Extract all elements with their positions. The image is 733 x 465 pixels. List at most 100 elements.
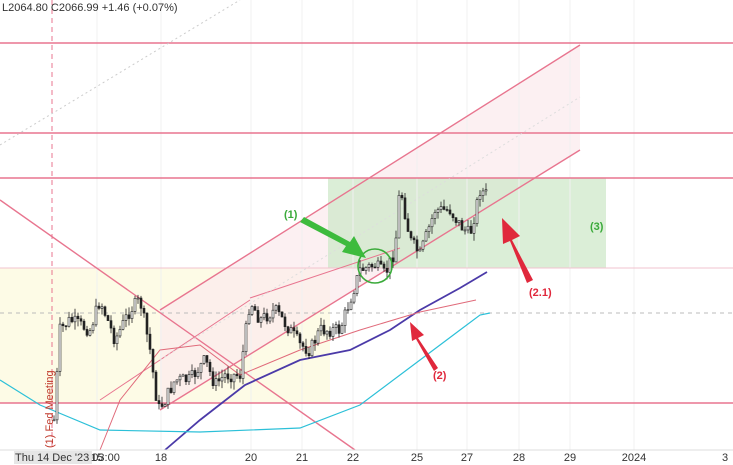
levels xyxy=(0,42,733,404)
candle-body xyxy=(427,226,431,232)
candle-body xyxy=(154,371,158,401)
candle-body xyxy=(424,231,428,242)
candle-body xyxy=(70,316,74,323)
ma-long xyxy=(0,312,491,433)
candle-body xyxy=(115,335,119,345)
candle-body xyxy=(178,375,182,381)
candle-body xyxy=(406,218,410,232)
candle-body xyxy=(445,209,449,211)
candle-body xyxy=(142,308,146,314)
candle-body xyxy=(307,353,311,357)
candle-body xyxy=(208,361,212,372)
candle-body xyxy=(340,325,344,334)
candle-body xyxy=(301,342,305,347)
candle-body xyxy=(409,231,413,239)
candle-body xyxy=(370,264,374,268)
candle-body xyxy=(52,419,56,422)
candle-body xyxy=(82,320,86,330)
candle-body xyxy=(94,305,98,326)
candle-body xyxy=(229,378,233,383)
candle-body xyxy=(160,403,164,407)
candle-body xyxy=(253,306,257,311)
candle-body xyxy=(442,206,446,210)
x-tick-label: 21 xyxy=(296,452,308,464)
candle-body xyxy=(352,293,356,303)
candle-body xyxy=(133,298,137,312)
candle-body xyxy=(337,324,341,334)
x-tick-label: 22 xyxy=(347,452,359,464)
candle-body xyxy=(304,346,308,354)
candle-body xyxy=(265,313,269,322)
x-tick-label: 2024 xyxy=(622,452,646,464)
candle-body xyxy=(439,206,443,210)
candle-body xyxy=(289,327,293,334)
candle-body xyxy=(403,197,407,220)
candle-body xyxy=(172,381,176,393)
candle-body xyxy=(187,374,191,383)
candle-body xyxy=(292,327,296,332)
x-tick-label: 28 xyxy=(513,452,525,464)
candle-body xyxy=(169,387,173,393)
candle-body xyxy=(475,199,479,224)
candle-body xyxy=(223,373,227,378)
grid xyxy=(96,0,635,450)
candle-body xyxy=(121,320,125,330)
candle-body xyxy=(382,263,386,269)
annotation: (3) xyxy=(590,221,604,233)
candle-body xyxy=(295,330,299,335)
candle-body xyxy=(58,323,62,372)
candle-body xyxy=(217,378,221,382)
candle-body xyxy=(139,297,143,309)
candle-body xyxy=(127,314,131,319)
x-tick-label: 20 xyxy=(245,452,257,464)
candle-body xyxy=(100,306,104,309)
trendlines xyxy=(0,44,581,451)
candle-body xyxy=(181,374,185,377)
candle-body xyxy=(343,309,347,326)
x-tick-label: 25 xyxy=(411,452,423,464)
arrow-green xyxy=(300,217,366,258)
candle-body xyxy=(157,400,161,405)
candle-body xyxy=(193,370,197,377)
candle-body xyxy=(235,373,239,377)
candle-body xyxy=(316,330,320,344)
candle-body xyxy=(124,314,128,321)
annotation: (1) xyxy=(284,209,298,221)
candle-body xyxy=(454,217,458,223)
candle-body xyxy=(367,264,371,268)
candle-body xyxy=(418,248,422,252)
candle-body xyxy=(118,329,122,337)
candle-body xyxy=(430,218,434,228)
candles xyxy=(52,183,488,424)
candle-body xyxy=(256,310,260,323)
candle-body xyxy=(259,317,263,323)
candle-body xyxy=(298,333,302,344)
highlight-circle xyxy=(357,248,393,284)
x-tick-label: 18 xyxy=(155,452,167,464)
candle-body xyxy=(355,275,359,294)
candle-body xyxy=(484,189,488,192)
candle-body xyxy=(241,351,245,379)
candle-body xyxy=(262,313,266,319)
candle-body xyxy=(271,309,275,319)
ma-slow xyxy=(164,271,488,451)
dotted-trend xyxy=(0,0,241,146)
candle-body xyxy=(481,190,485,196)
candle-body xyxy=(109,320,113,329)
candle-body xyxy=(394,237,398,263)
x-tick-label: 3 xyxy=(722,452,728,464)
candle-body xyxy=(436,209,440,213)
candle-body xyxy=(88,330,92,336)
candle-body xyxy=(151,349,155,373)
candle-body xyxy=(313,339,317,344)
candle-body xyxy=(331,327,335,337)
x-tick-label: 27 xyxy=(461,452,473,464)
candle-body xyxy=(376,260,380,268)
candle-body xyxy=(283,316,287,328)
candle-body xyxy=(310,339,314,357)
candle-body xyxy=(364,267,368,271)
candle-body xyxy=(472,223,476,234)
candle-body xyxy=(385,267,389,273)
candle-body xyxy=(463,229,467,232)
candle-body xyxy=(277,305,281,313)
